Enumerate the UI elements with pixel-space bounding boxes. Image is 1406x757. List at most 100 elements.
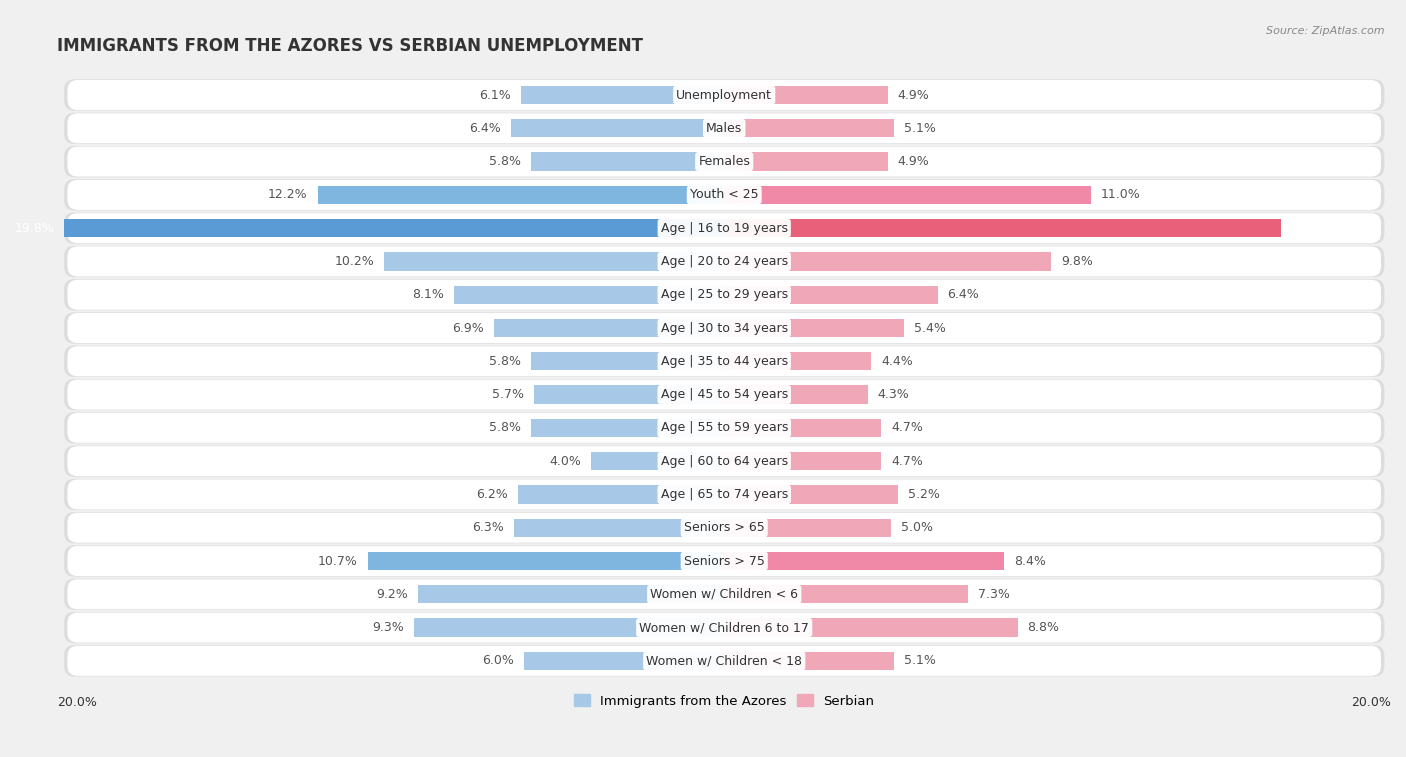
Bar bbox=[724, 419, 882, 437]
FancyBboxPatch shape bbox=[65, 446, 1385, 477]
Text: 6.4%: 6.4% bbox=[470, 122, 501, 135]
FancyBboxPatch shape bbox=[67, 280, 1381, 310]
Text: 5.8%: 5.8% bbox=[489, 422, 520, 435]
Text: Youth < 25: Youth < 25 bbox=[690, 188, 759, 201]
FancyBboxPatch shape bbox=[65, 246, 1385, 277]
Text: Age | 45 to 54 years: Age | 45 to 54 years bbox=[661, 388, 787, 401]
FancyBboxPatch shape bbox=[67, 579, 1381, 609]
Bar bbox=[384, 252, 724, 270]
FancyBboxPatch shape bbox=[67, 446, 1381, 476]
FancyBboxPatch shape bbox=[65, 379, 1385, 410]
Bar bbox=[515, 519, 724, 537]
Text: Source: ZipAtlas.com: Source: ZipAtlas.com bbox=[1267, 26, 1385, 36]
Text: 6.9%: 6.9% bbox=[453, 322, 484, 335]
Text: 9.2%: 9.2% bbox=[375, 587, 408, 601]
Text: 8.4%: 8.4% bbox=[1014, 555, 1046, 568]
Text: 5.8%: 5.8% bbox=[489, 355, 520, 368]
Bar bbox=[724, 152, 887, 171]
Bar bbox=[724, 652, 894, 670]
FancyBboxPatch shape bbox=[65, 179, 1385, 210]
Bar bbox=[454, 285, 724, 304]
Text: Seniors > 75: Seniors > 75 bbox=[683, 555, 765, 568]
FancyBboxPatch shape bbox=[67, 413, 1381, 443]
FancyBboxPatch shape bbox=[65, 578, 1385, 610]
Text: 8.1%: 8.1% bbox=[412, 288, 444, 301]
FancyBboxPatch shape bbox=[65, 279, 1385, 310]
Text: 5.1%: 5.1% bbox=[904, 122, 936, 135]
Bar bbox=[724, 485, 897, 503]
FancyBboxPatch shape bbox=[65, 512, 1385, 544]
FancyBboxPatch shape bbox=[65, 346, 1385, 377]
FancyBboxPatch shape bbox=[65, 213, 1385, 244]
Text: 5.0%: 5.0% bbox=[901, 522, 934, 534]
Bar bbox=[534, 385, 724, 403]
Text: Age | 35 to 44 years: Age | 35 to 44 years bbox=[661, 355, 787, 368]
Text: Age | 65 to 74 years: Age | 65 to 74 years bbox=[661, 488, 787, 501]
Bar bbox=[724, 285, 938, 304]
Bar bbox=[724, 119, 894, 138]
Text: 4.0%: 4.0% bbox=[548, 455, 581, 468]
Bar bbox=[724, 618, 1018, 637]
Text: 10.2%: 10.2% bbox=[335, 255, 374, 268]
Text: 6.4%: 6.4% bbox=[948, 288, 980, 301]
Text: 11.0%: 11.0% bbox=[1101, 188, 1140, 201]
Bar bbox=[724, 252, 1050, 270]
Text: 19.8%: 19.8% bbox=[14, 222, 55, 235]
Text: Seniors > 65: Seniors > 65 bbox=[683, 522, 765, 534]
FancyBboxPatch shape bbox=[65, 545, 1385, 577]
FancyBboxPatch shape bbox=[67, 80, 1381, 110]
FancyBboxPatch shape bbox=[67, 646, 1381, 676]
FancyBboxPatch shape bbox=[65, 612, 1385, 643]
FancyBboxPatch shape bbox=[67, 213, 1381, 243]
FancyBboxPatch shape bbox=[65, 113, 1385, 144]
FancyBboxPatch shape bbox=[67, 346, 1381, 376]
Bar bbox=[494, 319, 724, 337]
FancyBboxPatch shape bbox=[67, 512, 1381, 543]
Text: Age | 25 to 29 years: Age | 25 to 29 years bbox=[661, 288, 787, 301]
Text: 10.7%: 10.7% bbox=[318, 555, 357, 568]
Text: 12.2%: 12.2% bbox=[269, 188, 308, 201]
Text: 5.1%: 5.1% bbox=[904, 654, 936, 668]
Text: 6.2%: 6.2% bbox=[475, 488, 508, 501]
FancyBboxPatch shape bbox=[67, 546, 1381, 576]
Text: 9.3%: 9.3% bbox=[373, 621, 404, 634]
FancyBboxPatch shape bbox=[67, 379, 1381, 410]
Text: 4.9%: 4.9% bbox=[897, 155, 929, 168]
Text: 5.8%: 5.8% bbox=[489, 155, 520, 168]
Bar bbox=[367, 552, 724, 570]
FancyBboxPatch shape bbox=[65, 79, 1385, 111]
Bar bbox=[591, 452, 724, 470]
FancyBboxPatch shape bbox=[67, 180, 1381, 210]
Text: Women w/ Children < 18: Women w/ Children < 18 bbox=[647, 654, 803, 668]
FancyBboxPatch shape bbox=[65, 478, 1385, 510]
Bar bbox=[510, 119, 724, 138]
Text: IMMIGRANTS FROM THE AZORES VS SERBIAN UNEMPLOYMENT: IMMIGRANTS FROM THE AZORES VS SERBIAN UN… bbox=[58, 37, 644, 55]
Text: 16.7%: 16.7% bbox=[1291, 222, 1330, 235]
Text: 5.2%: 5.2% bbox=[908, 488, 939, 501]
Text: Age | 55 to 59 years: Age | 55 to 59 years bbox=[661, 422, 787, 435]
Bar bbox=[531, 419, 724, 437]
Bar bbox=[724, 86, 887, 104]
FancyBboxPatch shape bbox=[67, 114, 1381, 143]
Text: Males: Males bbox=[706, 122, 742, 135]
Text: 6.1%: 6.1% bbox=[479, 89, 510, 101]
Text: 9.8%: 9.8% bbox=[1062, 255, 1092, 268]
Text: 5.7%: 5.7% bbox=[492, 388, 524, 401]
Text: Unemployment: Unemployment bbox=[676, 89, 772, 101]
Text: Age | 30 to 34 years: Age | 30 to 34 years bbox=[661, 322, 787, 335]
Text: Age | 16 to 19 years: Age | 16 to 19 years bbox=[661, 222, 787, 235]
Text: Women w/ Children < 6: Women w/ Children < 6 bbox=[650, 587, 799, 601]
Bar bbox=[524, 652, 724, 670]
Bar bbox=[724, 552, 1004, 570]
Bar bbox=[724, 185, 1091, 204]
Bar bbox=[318, 185, 724, 204]
Text: 4.7%: 4.7% bbox=[891, 422, 922, 435]
Text: 4.4%: 4.4% bbox=[882, 355, 912, 368]
Bar bbox=[724, 352, 870, 370]
FancyBboxPatch shape bbox=[67, 612, 1381, 643]
Bar bbox=[65, 219, 724, 237]
Bar bbox=[724, 219, 1281, 237]
FancyBboxPatch shape bbox=[67, 313, 1381, 343]
Bar bbox=[724, 319, 904, 337]
Text: 20.0%: 20.0% bbox=[58, 696, 97, 709]
